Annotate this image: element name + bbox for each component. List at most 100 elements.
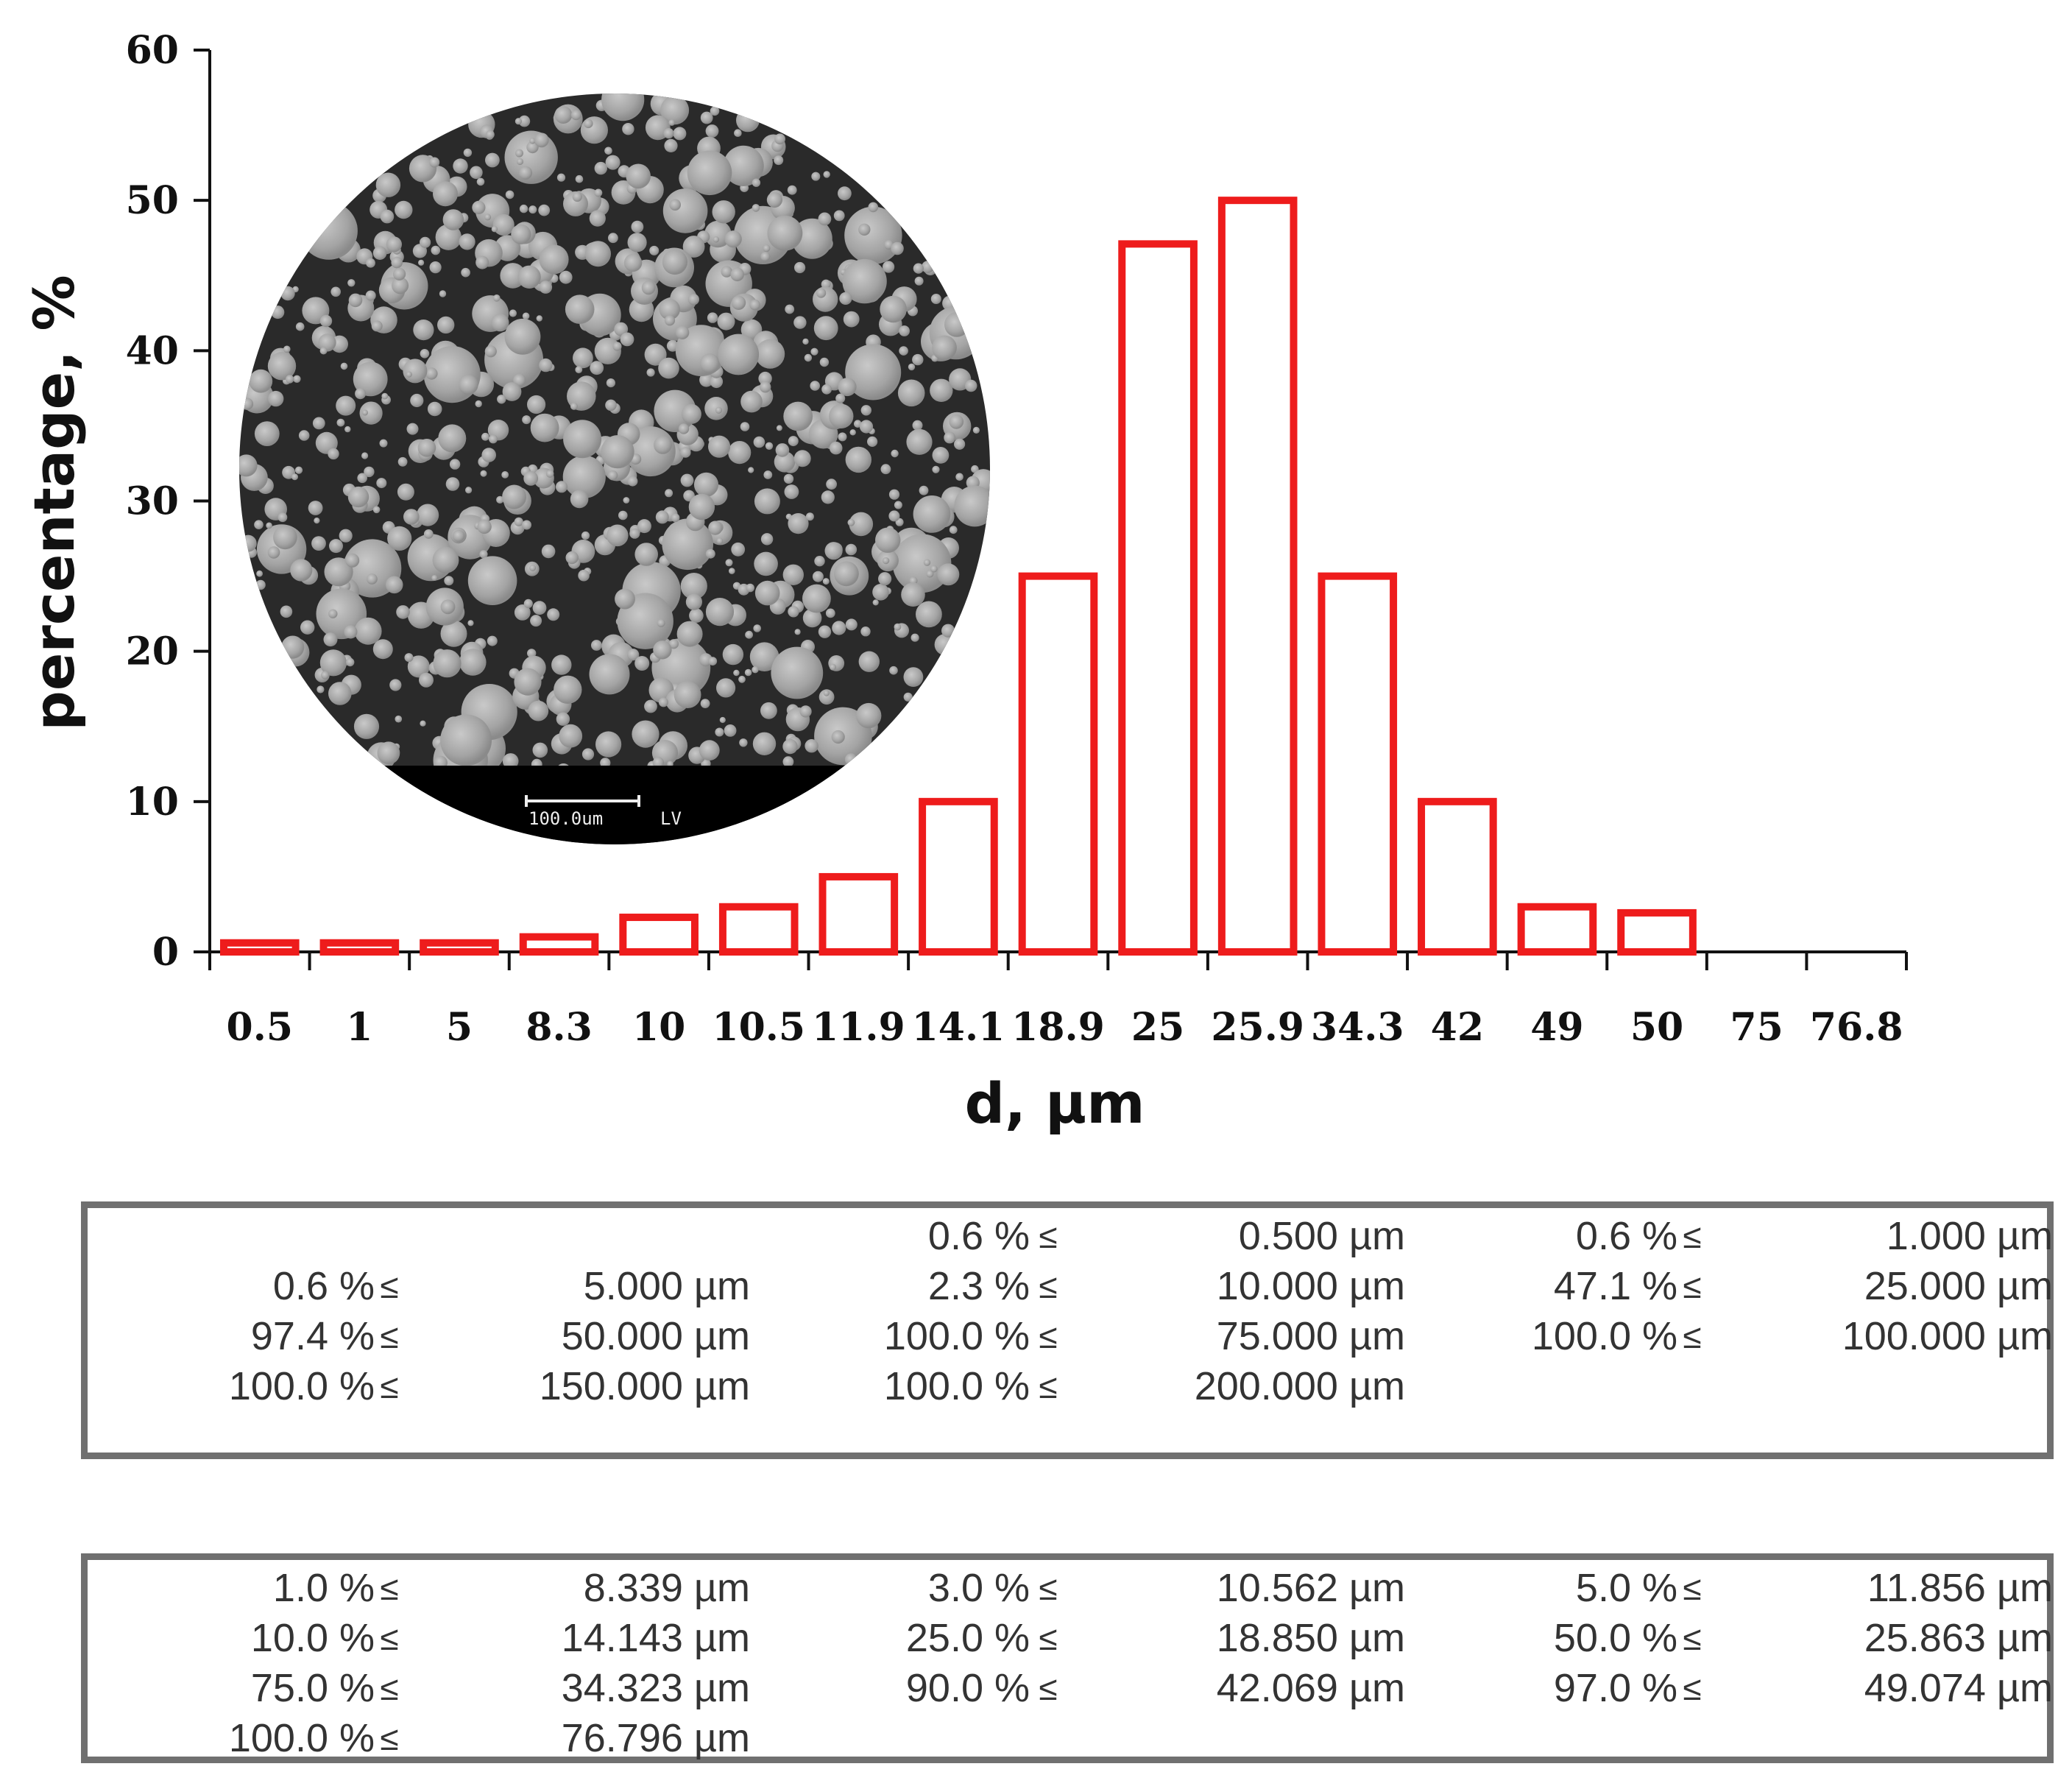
particle: [539, 244, 569, 275]
particle: [511, 224, 531, 244]
particle: [527, 395, 546, 414]
particle: [658, 697, 668, 707]
particle: [573, 347, 593, 369]
particle: [819, 357, 830, 367]
particle: [618, 510, 628, 520]
percent-cell: 100.0 %: [228, 1716, 375, 1760]
particle: [249, 369, 273, 393]
particle: [763, 244, 771, 253]
size-cell: 11.856 µm: [1867, 1566, 2053, 1610]
particle: [891, 449, 899, 458]
particle: [515, 118, 523, 125]
y-tick-label: 60: [126, 28, 179, 73]
particle: [749, 299, 760, 311]
particle: [824, 542, 843, 560]
particle: [922, 261, 934, 273]
particle: [784, 484, 799, 499]
operator-cell: ≤: [1039, 1367, 1058, 1405]
particle: [805, 739, 818, 753]
particle: [678, 423, 690, 434]
particle: [738, 675, 746, 683]
percent-cell: 100.0 %: [883, 1314, 1030, 1358]
particle: [729, 568, 735, 574]
particle: [465, 487, 473, 494]
x-tick-label: 1: [346, 1005, 372, 1050]
bar-5: [420, 939, 499, 956]
particle: [437, 316, 455, 334]
particle: [590, 361, 604, 375]
percent-cell: 90.0 %: [905, 1666, 1030, 1710]
particle: [339, 529, 353, 543]
particle: [655, 510, 669, 524]
particle: [519, 204, 528, 213]
percent-cell: 5.0 %: [1575, 1566, 1677, 1610]
particle: [782, 756, 794, 768]
particle: [319, 347, 328, 355]
particle: [367, 573, 378, 585]
bar-8.3: [519, 933, 599, 956]
particle: [662, 249, 688, 275]
particle: [814, 556, 825, 567]
particle: [584, 119, 593, 129]
particle: [687, 294, 700, 306]
particle: [294, 466, 303, 474]
particle: [704, 220, 732, 248]
particle: [449, 459, 461, 470]
particle: [514, 668, 542, 696]
particle: [700, 111, 713, 124]
particle: [493, 294, 501, 302]
particle: [480, 470, 487, 477]
percent-cell: 97.4 %: [250, 1314, 375, 1358]
table-body: 0.6 % ≤0.500 µm 0.6 % ≤1.000 µm 0.6 % ≤5.000 …: [88, 1208, 2053, 1411]
particle: [774, 133, 785, 145]
particle: [681, 403, 701, 424]
particle: [614, 322, 629, 336]
particle: [749, 642, 779, 671]
particle: [514, 604, 531, 621]
particle: [858, 651, 880, 672]
particle: [433, 649, 462, 678]
particle: [463, 148, 473, 158]
particle: [631, 220, 644, 233]
particle: [753, 436, 765, 448]
particle: [432, 546, 459, 573]
y-axis-title: percentage, %: [21, 275, 87, 730]
particle: [673, 127, 687, 141]
particle: [487, 635, 498, 646]
particle: [657, 618, 665, 627]
particle: [854, 420, 862, 428]
particle: [502, 382, 522, 401]
particle: [760, 381, 771, 393]
particle: [805, 512, 814, 521]
size-cell: 0.500 µm: [1238, 1214, 1405, 1258]
particle: [518, 115, 531, 127]
particle: [760, 533, 774, 546]
particle: [715, 406, 723, 414]
particle: [868, 202, 879, 213]
histogram-chart: 0 10 20 30 40 50 60 0.5 1 5 8.3 10 10.5 11.9 14.1 18.9…: [21, 28, 1908, 1136]
particle: [844, 206, 902, 264]
bar-10.5: [718, 903, 799, 956]
particle: [767, 215, 803, 251]
particle: [554, 106, 573, 124]
particle: [731, 295, 746, 310]
particle: [435, 224, 462, 250]
particle: [894, 501, 902, 509]
bars: [219, 197, 1697, 956]
particle: [916, 601, 942, 628]
particle: [578, 569, 590, 582]
particle: [821, 279, 831, 289]
particle: [419, 672, 434, 688]
particle: [445, 477, 460, 491]
particle: [541, 544, 556, 559]
particle: [291, 473, 298, 481]
particle: [366, 258, 375, 268]
particle: [594, 161, 607, 175]
particle: [804, 353, 813, 362]
particle: [372, 639, 393, 660]
particle: [528, 700, 549, 721]
particle: [453, 529, 465, 543]
particle: [523, 599, 533, 609]
particle: [559, 270, 573, 284]
particle: [622, 123, 634, 135]
